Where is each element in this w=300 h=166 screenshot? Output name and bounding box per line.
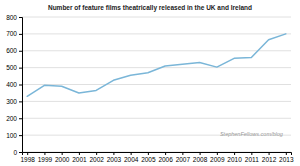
x-tick-label: 2002 <box>89 156 104 163</box>
x-tick: 2011 <box>245 152 259 163</box>
x-tick: 2005 <box>141 152 156 163</box>
x-tick-label: 2013 <box>279 156 294 163</box>
y-tick-mark <box>19 135 22 136</box>
x-tick: 2004 <box>124 152 139 163</box>
x-tick-mark <box>27 152 28 155</box>
y-tick-label: 0 <box>13 149 17 156</box>
annotation: StephenFellows.com/blog <box>220 131 284 137</box>
x-tick: 2009 <box>210 152 225 163</box>
x-tick: 2012 <box>262 152 277 163</box>
x-tick-label: 2008 <box>193 156 208 163</box>
y-axis: 0 100 200 300 400 500 600 700 800 <box>6 14 22 156</box>
x-tick-label: 2003 <box>107 156 122 163</box>
x-tick: 2000 <box>55 152 70 163</box>
y-tick-mark <box>19 17 22 18</box>
x-tick-mark <box>217 152 218 155</box>
x-tick: 1999 <box>38 152 53 163</box>
x-tick-label: 1998 <box>20 156 35 163</box>
grid-line <box>22 33 291 34</box>
plot-area: 1998199920002001200220032004200520062007… <box>6 14 294 163</box>
y-tick-label: 100 <box>6 132 17 139</box>
x-tick-label: 2006 <box>158 156 173 163</box>
x-tick: 2007 <box>176 152 191 163</box>
x-tick-mark <box>200 152 201 155</box>
x-tick-mark <box>234 152 235 155</box>
grid-line <box>22 50 291 51</box>
x-tick-label: 2010 <box>227 156 242 163</box>
x-axis: 1998199920002001200220032004200520062007… <box>20 152 293 163</box>
y-tick-mark <box>19 152 22 153</box>
y-tick: 600 <box>6 47 22 54</box>
y-tick-mark <box>19 85 22 86</box>
y-tick: 0 <box>13 149 22 156</box>
x-tick-label: 2000 <box>55 156 70 163</box>
x-tick-label: 2012 <box>262 156 277 163</box>
x-tick-mark <box>182 152 183 155</box>
x-tick: 2013 <box>279 152 294 163</box>
y-tick: 200 <box>6 115 22 122</box>
x-tick-mark <box>148 152 149 155</box>
x-tick-label: 2001 <box>72 156 87 163</box>
y-tick-label: 500 <box>6 64 17 71</box>
y-tick: 800 <box>6 14 22 21</box>
grid-line <box>22 67 291 68</box>
x-tick-mark <box>286 152 287 155</box>
y-tick-label: 700 <box>6 30 17 37</box>
y-tick: 700 <box>6 30 22 37</box>
x-tick: 2003 <box>107 152 122 163</box>
y-axis-line <box>19 18 23 153</box>
y-tick: 300 <box>6 98 22 105</box>
x-tick-mark <box>79 152 80 155</box>
x-tick-label: 2005 <box>141 156 156 163</box>
y-tick-mark <box>19 118 22 119</box>
x-tick-mark <box>113 152 114 155</box>
y-tick-mark <box>19 68 22 69</box>
grid-line <box>22 84 291 85</box>
x-tick: 2006 <box>158 152 173 163</box>
grid-line <box>22 101 291 102</box>
x-tick: 1998 <box>20 152 35 163</box>
x-tick-label: 2004 <box>124 156 139 163</box>
x-tick: 2008 <box>193 152 208 163</box>
y-tick-label: 300 <box>6 98 17 105</box>
y-tick-label: 400 <box>6 81 17 88</box>
line <box>27 34 286 96</box>
y-tick-mark <box>19 34 22 35</box>
y-tick: 400 <box>6 81 22 88</box>
x-tick: 2001 <box>72 152 87 163</box>
x-tick-mark <box>251 152 252 155</box>
grid-line <box>22 17 291 18</box>
x-tick-label: 2011 <box>245 156 259 163</box>
x-tick-label: 2007 <box>176 156 191 163</box>
y-tick-label: 600 <box>6 47 17 54</box>
x-tick-label: 1999 <box>38 156 53 163</box>
x-tick-mark <box>44 152 45 155</box>
x-tick-mark <box>131 152 132 155</box>
grid-line <box>22 118 291 119</box>
y-tick: 100 <box>6 132 22 139</box>
x-tick-label: 2009 <box>210 156 225 163</box>
x-tick-mark <box>269 152 270 155</box>
y-tick: 500 <box>6 64 22 71</box>
x-tick-mark <box>165 152 166 155</box>
x-tick: 2002 <box>89 152 104 163</box>
y-tick-mark <box>19 101 22 102</box>
y-tick-label: 800 <box>6 14 17 21</box>
x-tick: 2010 <box>227 152 242 163</box>
grid <box>22 17 291 152</box>
x-tick-mark <box>62 152 63 155</box>
title: Number of feature films theatrically rel… <box>48 4 252 12</box>
chart-svg: 1998199920002001200220032004200520062007… <box>0 0 300 166</box>
y-tick-label: 200 <box>6 115 17 122</box>
marks <box>27 34 286 96</box>
x-tick-mark <box>96 152 97 155</box>
y-tick-mark <box>19 51 22 52</box>
